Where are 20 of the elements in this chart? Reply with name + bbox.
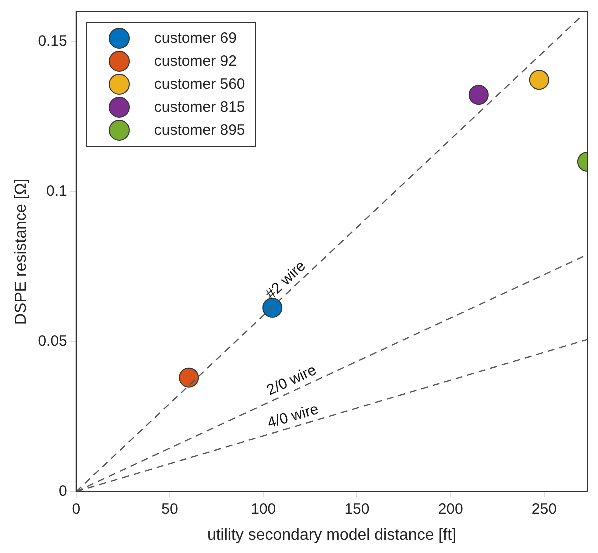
x-tick-label: 50 xyxy=(162,500,178,518)
x-tick-label: 200 xyxy=(438,500,464,518)
x-tick-label: 150 xyxy=(344,500,370,518)
x-tick-label: 100 xyxy=(251,500,276,518)
annotation: 4/0 wire xyxy=(266,400,321,432)
y-tick-label: 0 xyxy=(59,482,68,500)
legend-label: customer 560 xyxy=(154,76,246,93)
y-tick-label: 0.1 xyxy=(46,183,68,200)
legend-label: customer 815 xyxy=(154,99,246,116)
legend-label: customer 92 xyxy=(154,53,237,70)
annotation: 2/0 wire xyxy=(264,362,320,400)
y-axis-title: DSPE resistance [Ω] xyxy=(13,178,30,326)
x-tick-label: 0 xyxy=(72,500,81,518)
x-tick-label: 250 xyxy=(532,500,557,518)
y-tick-label: 0.05 xyxy=(38,333,68,350)
annotation: #2 wire xyxy=(262,258,310,304)
x-axis-title: utility secondary model distance [ft] xyxy=(207,526,456,544)
legend-label: customer 895 xyxy=(154,122,246,139)
legend-label: customer 69 xyxy=(154,30,237,47)
y-tick-label: 0.15 xyxy=(38,33,68,50)
